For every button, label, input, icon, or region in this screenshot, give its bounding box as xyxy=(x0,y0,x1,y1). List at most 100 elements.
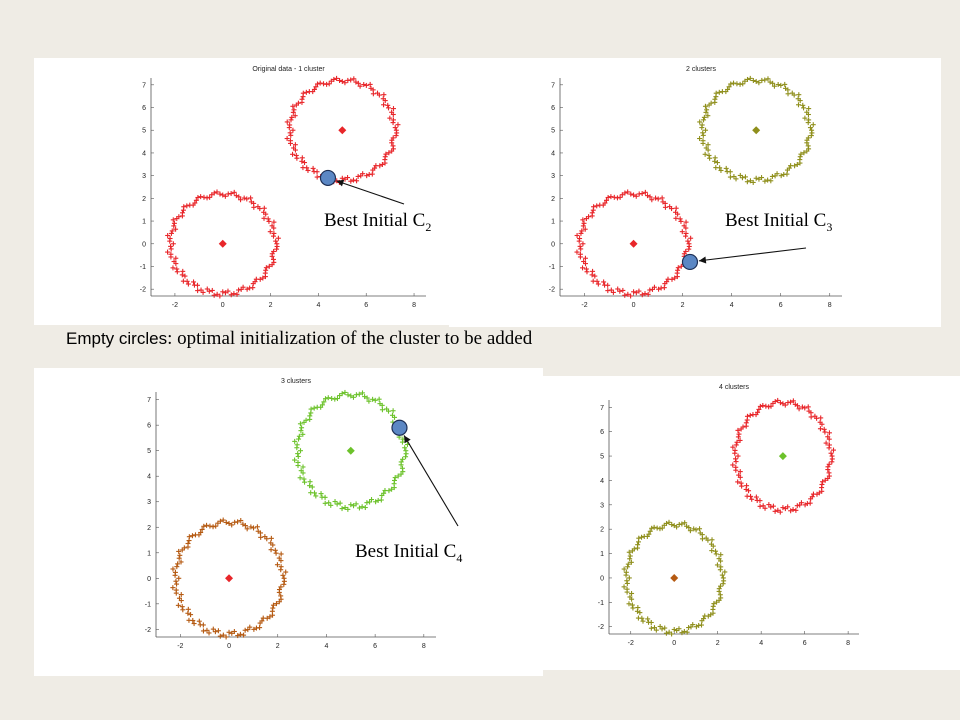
y-tick-label: 7 xyxy=(147,397,151,404)
annotation-arrowhead xyxy=(698,256,707,264)
x-tick-label: 8 xyxy=(828,302,832,309)
y-tick-label: 2 xyxy=(147,525,151,532)
y-tick-label: 7 xyxy=(142,82,146,89)
x-tick-label: 2 xyxy=(269,302,273,309)
chart-title: 4 clusters xyxy=(719,384,749,391)
annotation-best-initial-c3: Best Initial C3 xyxy=(725,210,832,235)
y-tick-label: 5 xyxy=(147,448,151,455)
y-tick-label: 1 xyxy=(551,219,555,226)
annotation-best-initial-c4: Best Initial C4 xyxy=(355,541,462,566)
chart-1-svg: Original data - 1 cluster -2 0 2 4 6 8 -2 -1 0 1 2 3… xyxy=(140,66,426,309)
x-tick-label: 4 xyxy=(730,302,734,309)
centroid-marker xyxy=(225,574,234,583)
x-tick-label: 8 xyxy=(422,643,426,650)
caption: Empty circles: optimal initialization of… xyxy=(66,328,532,350)
y-tick-label: 3 xyxy=(147,499,151,506)
annotation-subscript: 3 xyxy=(826,219,833,234)
x-tick-label: 4 xyxy=(759,640,763,647)
y-tick-label: 2 xyxy=(142,196,146,203)
cluster-ring-1 xyxy=(170,517,289,640)
x-tick-label: -2 xyxy=(581,302,587,309)
chart-title: Original data - 1 cluster xyxy=(252,66,325,73)
y-tick-label: 4 xyxy=(147,474,151,481)
y-tick-label: 6 xyxy=(142,105,146,112)
y-tick-label: 5 xyxy=(600,454,604,461)
y-tick-label: 4 xyxy=(600,478,604,485)
y-tick-label: 0 xyxy=(142,241,146,248)
y-tick-label: 7 xyxy=(551,82,555,89)
annotation-arrow xyxy=(403,435,459,527)
y-tick-label: -1 xyxy=(145,601,151,608)
y-tick-label: 2 xyxy=(551,196,555,203)
x-tick-label: 4 xyxy=(324,643,328,650)
y-tick-label: -2 xyxy=(549,287,555,294)
x-tick-label: 6 xyxy=(803,640,807,647)
annotation-arrow xyxy=(336,180,405,205)
annotation-subscript: 2 xyxy=(425,219,432,234)
chart-title: 2 clusters xyxy=(686,66,716,73)
annotation-text: Best Initial C xyxy=(324,210,426,231)
cluster-ring-1 xyxy=(165,189,281,299)
chart-2-svg: 2 clusters -2 0 2 4 6 8 -2 -1 0 1 2 3 4 5 6 7 xyxy=(549,66,842,309)
x-tick-label: 0 xyxy=(221,302,225,309)
cluster-ring-1 xyxy=(621,519,728,637)
best-initial-point xyxy=(319,169,337,187)
x-tick-label: -2 xyxy=(172,302,178,309)
y-tick-label: 1 xyxy=(600,551,604,558)
chart-panel-2: 2 clusters -2 0 2 4 6 8 -2 -1 0 1 2 3 4 5 6 7 xyxy=(449,58,941,327)
x-tick-label: 6 xyxy=(364,302,368,309)
chart-4-svg: 4 clusters -2 0 2 4 6 8 -2 -1 0 1 2 3 4 5 6 7 xyxy=(598,384,859,647)
chart-title: 3 clusters xyxy=(281,378,311,385)
y-tick-label: 1 xyxy=(142,219,146,226)
x-tick-label: 6 xyxy=(779,302,783,309)
annotation-arrow xyxy=(698,247,807,262)
y-tick-label: 5 xyxy=(551,128,555,135)
x-tick-label: 2 xyxy=(681,302,685,309)
y-tick-label: 0 xyxy=(147,576,151,583)
caption-lead: Empty circles xyxy=(66,329,168,348)
x-tick-label: 6 xyxy=(373,643,377,650)
y-tick-label: 6 xyxy=(600,429,604,436)
chart-3-svg: 3 clusters -2 0 2 4 6 8 -2 -1 0 1 2 3 4 5 6 7 xyxy=(145,378,459,650)
y-tick-label: -1 xyxy=(598,600,604,607)
x-tick-label: 0 xyxy=(632,302,636,309)
x-tick-label: 8 xyxy=(846,640,850,647)
centroid-marker xyxy=(629,239,638,248)
cluster-ring-2 xyxy=(697,75,816,185)
x-tick-label: -2 xyxy=(628,640,634,647)
annotation-best-initial-c2: Best Initial C2 xyxy=(324,210,431,235)
centroid-marker xyxy=(338,126,347,135)
x-tick-label: 2 xyxy=(276,643,280,650)
y-tick-label: 4 xyxy=(142,150,146,157)
y-tick-label: 3 xyxy=(600,502,604,509)
y-tick-label: -1 xyxy=(549,264,555,271)
y-tick-label: 7 xyxy=(600,405,604,412)
cluster-ring-2 xyxy=(730,397,837,515)
annotation-subscript: 4 xyxy=(456,550,463,565)
y-tick-label: 4 xyxy=(551,150,555,157)
y-tick-label: 6 xyxy=(551,105,555,112)
y-tick-label: 3 xyxy=(142,173,146,180)
annotation-text: Best Initial C xyxy=(355,541,457,562)
y-tick-label: 3 xyxy=(551,173,555,180)
y-tick-label: 0 xyxy=(600,575,604,582)
y-tick-label: -1 xyxy=(140,264,146,271)
y-tick-label: -2 xyxy=(598,624,604,631)
y-tick-label: 0 xyxy=(551,241,555,248)
chart-panel-4: 4 clusters -2 0 2 4 6 8 -2 -1 0 1 2 3 4 5 6 7 xyxy=(543,376,960,670)
x-tick-label: -2 xyxy=(177,643,183,650)
centroid-marker xyxy=(346,446,355,455)
caption-rest: : optimal initialization of the cluster … xyxy=(167,328,533,349)
cluster-ring-2 xyxy=(284,75,401,185)
y-tick-label: 1 xyxy=(147,550,151,557)
y-tick-label: 5 xyxy=(142,128,146,135)
chart-panel-3: 3 clusters -2 0 2 4 6 8 -2 -1 0 1 2 3 4 5 6 7 xyxy=(34,368,543,676)
y-tick-label: -2 xyxy=(145,627,151,634)
annotation-arrowhead xyxy=(336,179,345,187)
y-tick-label: 2 xyxy=(600,527,604,534)
annotation-arrowhead xyxy=(404,435,411,444)
centroid-marker xyxy=(670,573,679,582)
x-tick-label: 0 xyxy=(227,643,231,650)
best-initial-point xyxy=(391,419,408,436)
centroid-marker xyxy=(752,126,761,135)
